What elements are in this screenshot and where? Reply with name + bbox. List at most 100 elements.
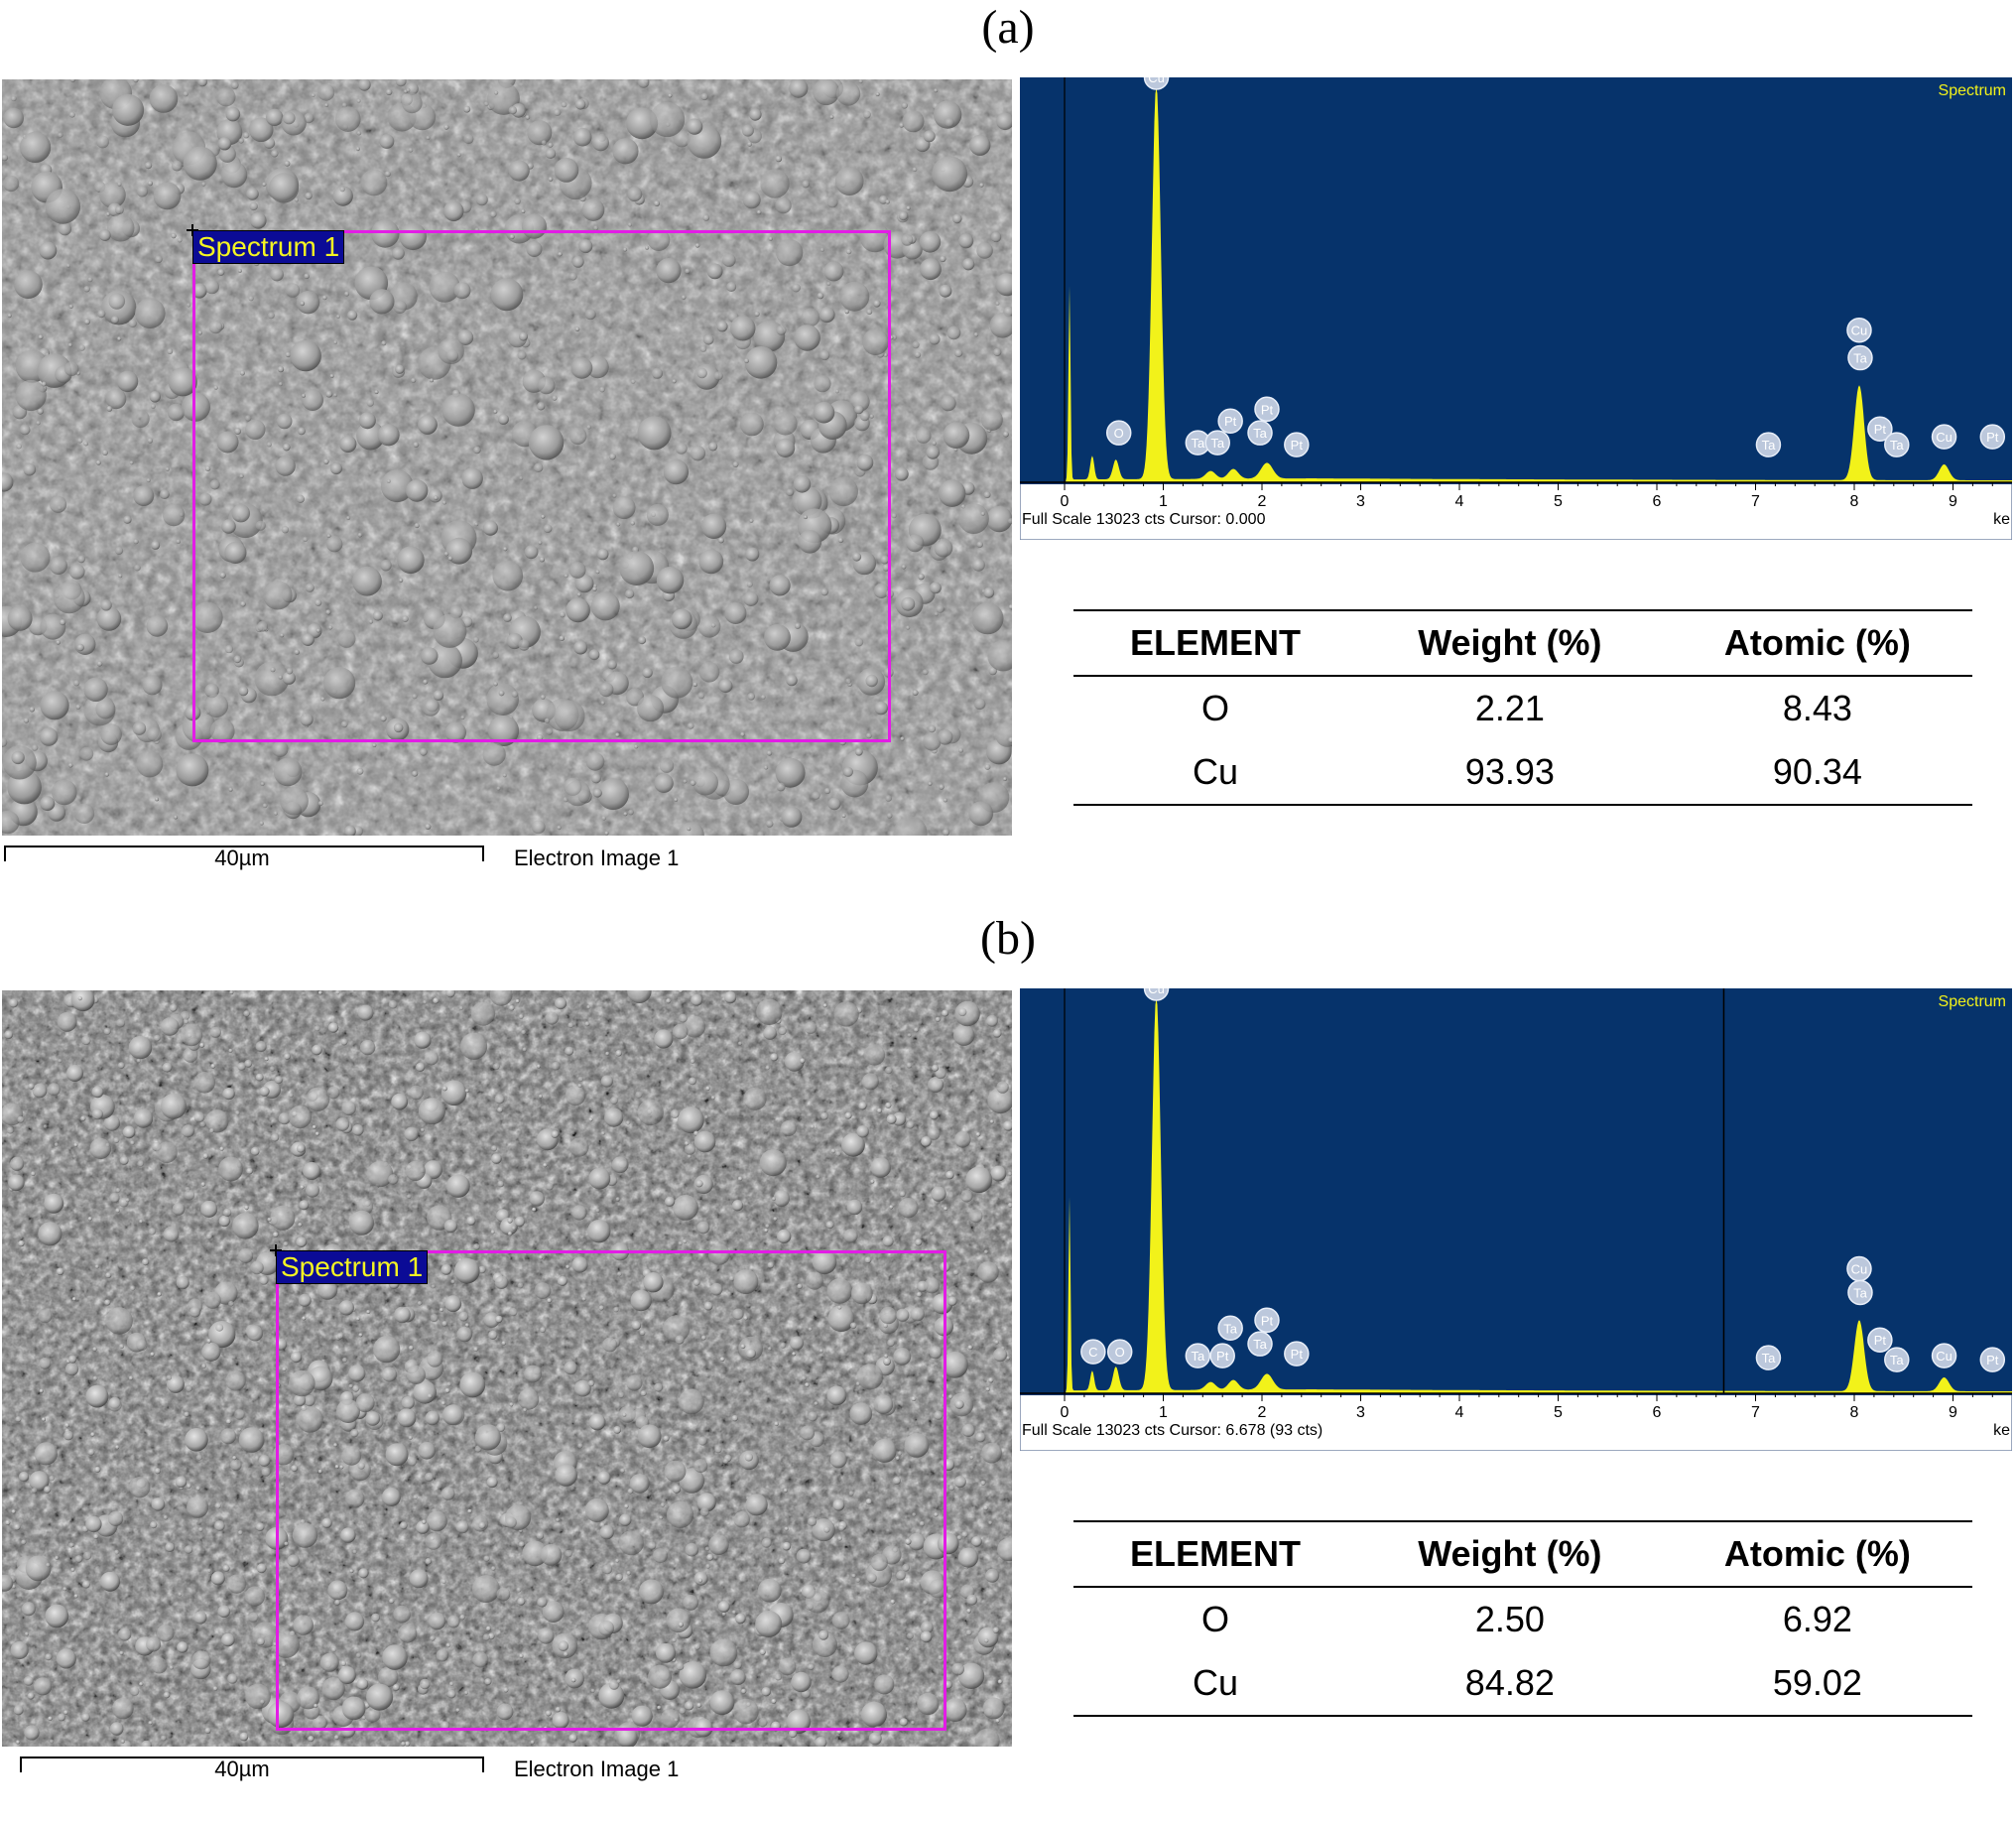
sem-particle [693, 1130, 716, 1153]
sem-particle [741, 124, 754, 137]
sem-particle [947, 1594, 952, 1599]
sem-particle [111, 316, 119, 325]
sem-particle [250, 1260, 264, 1275]
sem-particle [154, 1468, 161, 1475]
sem-particle [402, 92, 423, 114]
peak-marker [1847, 1279, 1873, 1306]
sem-particle [518, 1388, 540, 1410]
sem-particle [204, 1727, 211, 1734]
sem-particle [938, 1655, 944, 1660]
sem-particle [357, 1462, 365, 1470]
sem-particle [518, 1014, 524, 1019]
sem-particle [563, 1651, 568, 1657]
sem-particle [794, 325, 820, 351]
sem-particle [776, 782, 786, 792]
sem-particle [825, 1221, 834, 1230]
sem-particle [413, 442, 420, 448]
sem-particle [990, 231, 1002, 243]
sem-particle [425, 1558, 433, 1565]
sem-particle [148, 1228, 156, 1236]
sem-particle [76, 643, 84, 652]
sem-particle [328, 625, 333, 630]
sem-particle [130, 1140, 135, 1145]
sem-particle [268, 173, 300, 203]
sem-particle [808, 1516, 817, 1526]
sem-particle [856, 1364, 884, 1390]
sem-particle [827, 797, 841, 811]
sem-particle [732, 1308, 744, 1320]
sem-particle [670, 1108, 680, 1118]
sem-particle [245, 419, 266, 440]
sem-particle [202, 1153, 209, 1159]
sem-particle [984, 763, 991, 770]
sem-particle [91, 1108, 103, 1120]
sem-particle [541, 140, 547, 146]
sem-particle [759, 1149, 787, 1177]
sem-particle [448, 1681, 454, 1686]
sem-particle [458, 1311, 469, 1322]
sem-particle [846, 1199, 863, 1216]
sem-particle [215, 1323, 224, 1332]
spectrum-region-box[interactable] [192, 230, 891, 742]
sem-particle [261, 1467, 271, 1477]
sem-particle [284, 1541, 289, 1546]
spectrum-title: Spectrum [1939, 993, 2006, 1010]
sem-particle [329, 373, 334, 378]
sem-particle [674, 1718, 679, 1723]
sem-particle [430, 378, 434, 383]
sem-particle [627, 187, 643, 202]
sem-particle [940, 395, 956, 412]
sem-particle [359, 1039, 376, 1056]
sem-particle [929, 1232, 934, 1236]
sem-particle [262, 182, 267, 187]
sem-particle [995, 301, 1000, 306]
sem-particle [932, 1293, 953, 1315]
sem-particle [49, 557, 67, 576]
sem-particle [230, 1459, 242, 1472]
sem-particle [336, 1333, 344, 1340]
sem-particle [235, 1110, 240, 1115]
sem-particle [893, 816, 928, 836]
sem-particle [547, 1298, 553, 1303]
sem-particle [637, 1099, 664, 1126]
sem-particle [627, 1488, 634, 1495]
peak-label: Ta [1890, 438, 1905, 453]
sem-particle [558, 1640, 569, 1651]
sem-particle [29, 1471, 50, 1492]
sem-particle [623, 812, 628, 817]
sem-particle [691, 993, 703, 1006]
sem-particle [260, 1699, 265, 1705]
sem-particle [906, 1120, 915, 1129]
sem-particle [338, 1300, 354, 1316]
sem-particle [995, 1718, 1000, 1724]
sem-particle [698, 549, 724, 575]
sem-particle [237, 268, 242, 273]
sem-particle [89, 1137, 112, 1160]
sem-particle [64, 1422, 69, 1428]
sem-particle [457, 329, 474, 345]
sem-particle [319, 1652, 339, 1672]
sem-particle [344, 1612, 365, 1631]
sem-particle [169, 1665, 174, 1670]
sem-particle [397, 546, 425, 575]
sem-particle [289, 1369, 315, 1397]
sem-particle [298, 1223, 303, 1228]
sem-particle [524, 1365, 542, 1383]
sem-particle [947, 1296, 957, 1306]
x-tick-label: 4 [1455, 493, 1464, 510]
spectrum-region-box[interactable] [276, 1250, 946, 1731]
sem-particle [439, 1307, 444, 1313]
sem-particle [123, 515, 132, 524]
sem-particle [355, 1393, 375, 1413]
sem-particle [889, 1205, 894, 1210]
sem-particle [38, 1309, 53, 1324]
sem-particle [622, 1412, 627, 1417]
sem-particle [901, 233, 914, 246]
sem-particle [336, 1399, 360, 1423]
sem-particle [722, 1458, 729, 1465]
sem-particle [441, 1086, 447, 1092]
sem-particle [929, 1346, 943, 1360]
sem-particle [57, 1011, 77, 1032]
sem-particle [740, 1344, 746, 1350]
sem-particle [914, 351, 922, 358]
